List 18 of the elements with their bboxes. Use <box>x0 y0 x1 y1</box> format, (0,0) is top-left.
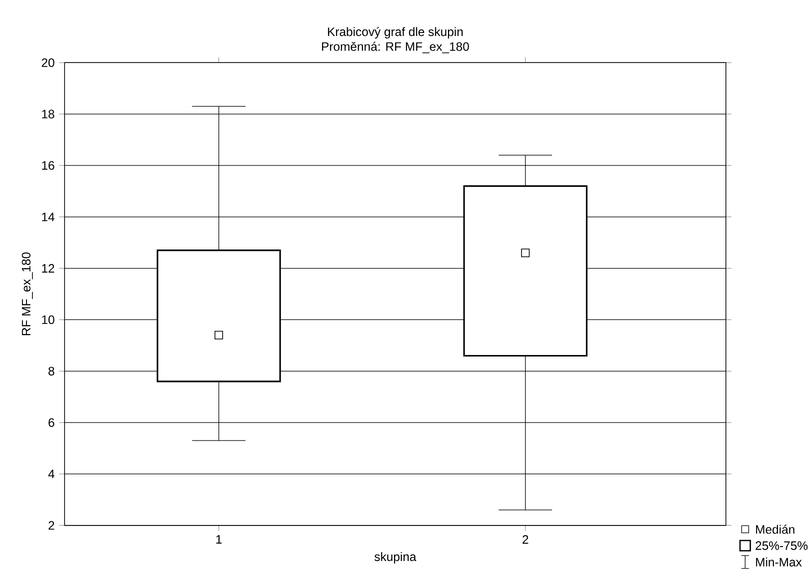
text: Medián <box>756 524 794 534</box>
y-axis-title: RF MF_ex_180 <box>22 252 33 335</box>
x-axis-title: skupina <box>374 552 416 564</box>
y-tick-label: 16 <box>42 160 54 170</box>
y-tick-label: 20 <box>42 58 54 67</box>
y-tick-label: 6 <box>48 418 54 427</box>
chart-subtitle: Proměnná: RF MF_ex_180 <box>322 42 469 54</box>
x-tick-label: 1 <box>216 535 222 544</box>
y-tick-label: 18 <box>42 110 54 118</box>
y-tick-label: 14 <box>42 212 54 221</box>
y-tick-label: 2 <box>48 520 54 530</box>
chart-title: Krabicový graf dle skupin <box>328 26 463 38</box>
text: 25%-75% <box>756 541 808 550</box>
text: Min-Max <box>756 557 802 566</box>
y-tick-label: 4 <box>48 470 54 478</box>
y-tick-label: 8 <box>48 366 54 376</box>
y-tick-label: 10 <box>42 315 54 324</box>
y-tick-label: 12 <box>42 264 54 272</box>
